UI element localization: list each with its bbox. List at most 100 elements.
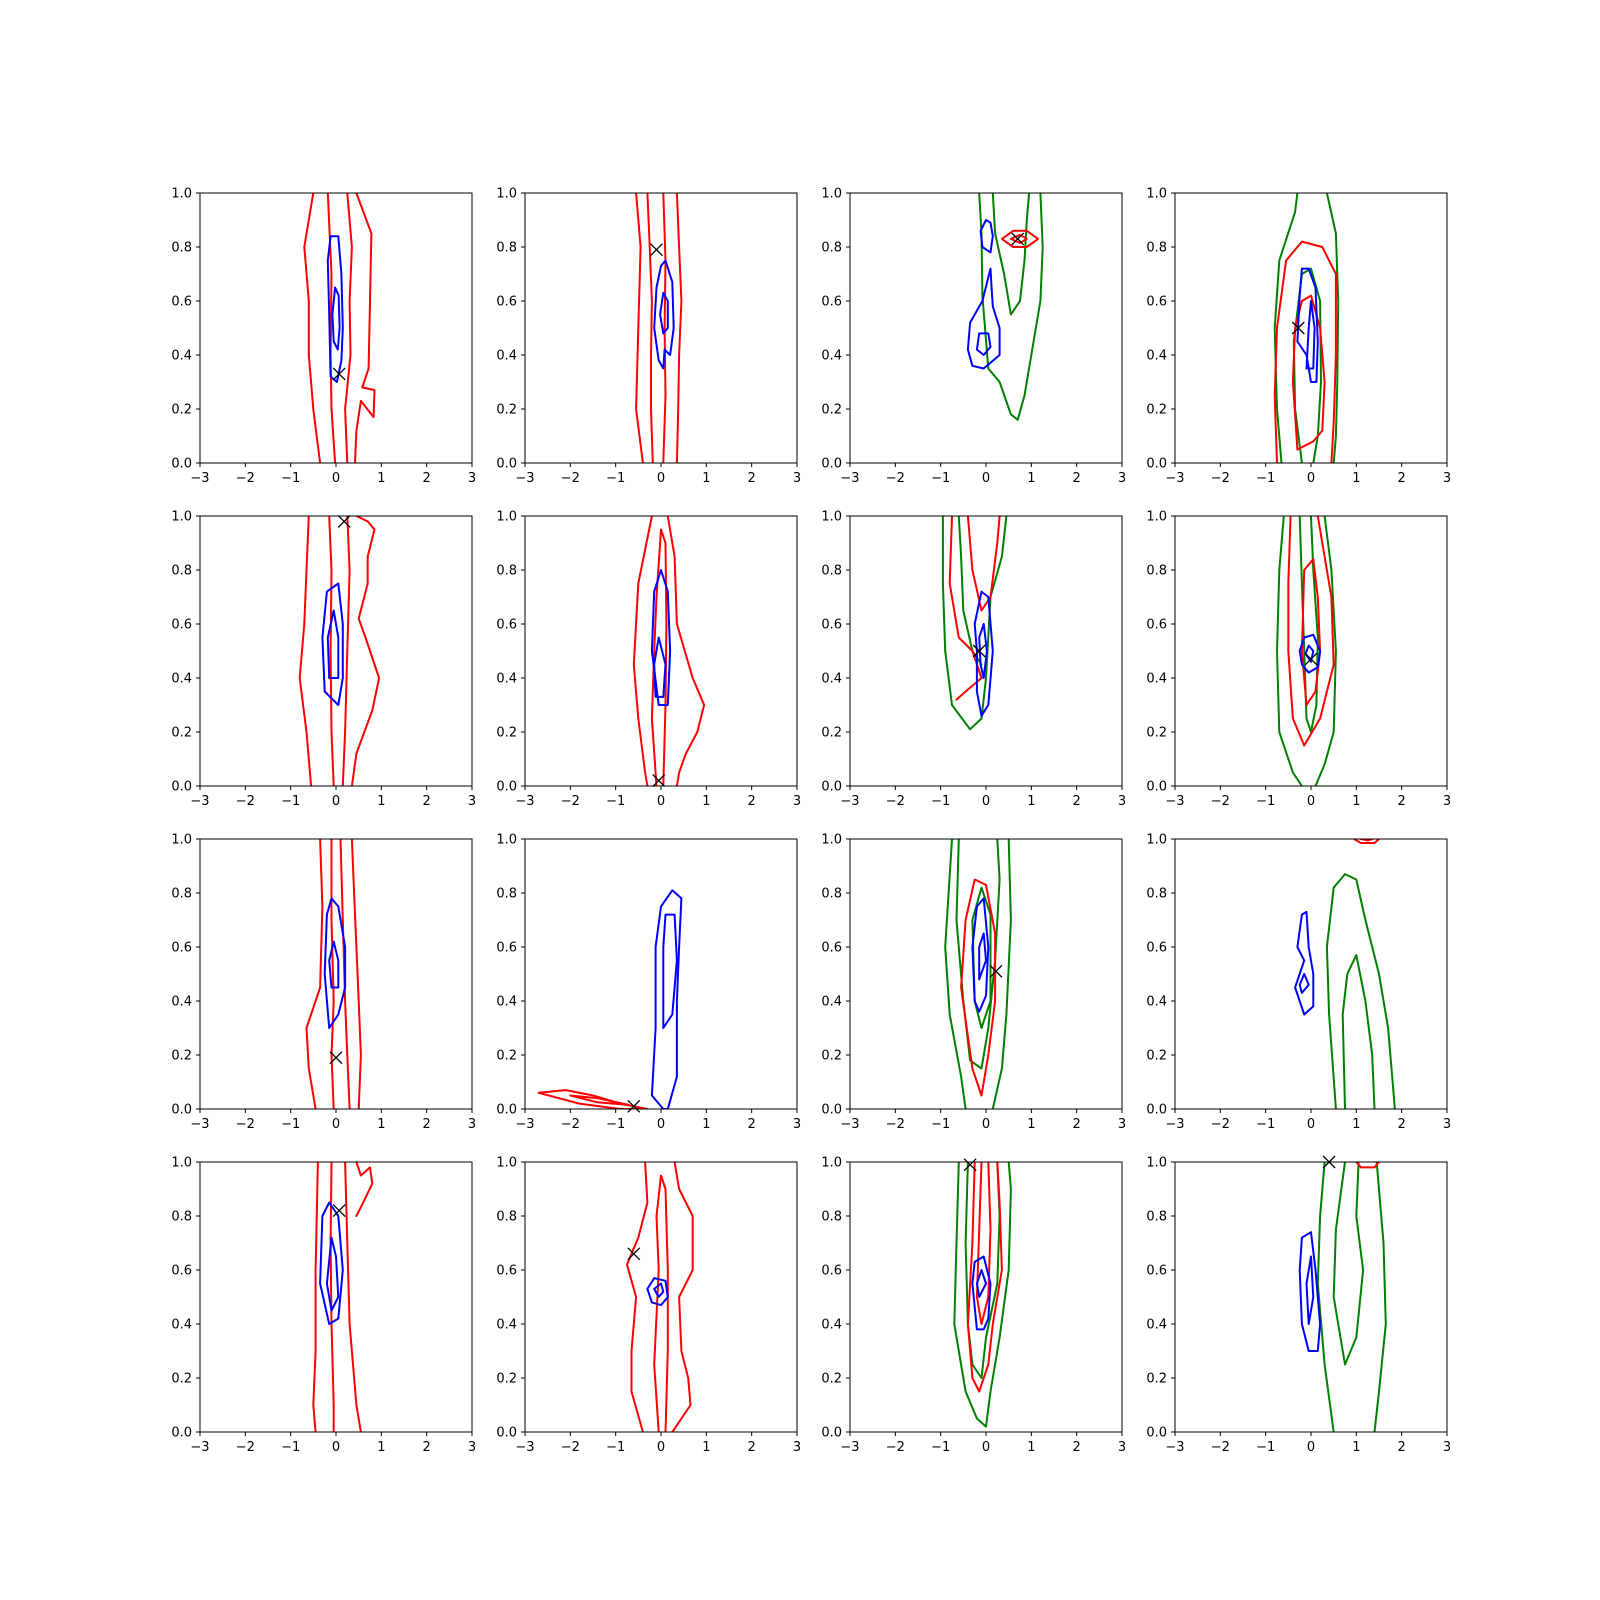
x-tick-label: 1 — [377, 471, 385, 486]
x-tick-label: 2 — [1073, 471, 1081, 486]
y-tick-label: 0.6 — [1146, 618, 1167, 633]
x-tick-label: 0 — [1307, 794, 1315, 809]
x-tick-label: 0 — [657, 794, 665, 809]
y-tick-label: 0.2 — [171, 403, 192, 418]
y-tick-label: 0.8 — [1146, 1210, 1167, 1225]
x-tick-label: 3 — [1443, 1440, 1451, 1455]
x-tick-label: 2 — [1073, 794, 1081, 809]
plot-area — [966, 193, 1044, 421]
axes-frame — [1174, 515, 1448, 787]
axes-frame — [199, 515, 473, 787]
x-tick-label: 3 — [468, 471, 476, 486]
contour-blue-5 — [1298, 1231, 1322, 1352]
y-tick-label: 0.2 — [821, 726, 842, 741]
contour-blue-6 — [1305, 1255, 1315, 1325]
x-tick-label: −3 — [840, 1440, 859, 1455]
subplot-3-4: −3 −2 −1 0 1 2 3 0.0 0.2 0.4 0.6 0.8 1.0 — [1146, 833, 1451, 1133]
contour-green-1 — [1325, 873, 1396, 1109]
x-tick-label: 2 — [423, 471, 431, 486]
contour-blue-6 — [331, 286, 341, 351]
x-marker-stroke — [332, 367, 346, 381]
plot-area — [635, 193, 683, 463]
x-tick-label: 2 — [423, 1117, 431, 1132]
y-tick-label: 1.0 — [1146, 187, 1167, 202]
contour-blue-6 — [1298, 973, 1310, 994]
y-tick-label: 0.2 — [1146, 1372, 1167, 1387]
y-tick-label: 0.2 — [821, 403, 842, 418]
y-tick-label: 0.4 — [821, 349, 842, 364]
y-tick-label: 0.2 — [821, 1049, 842, 1064]
contour-red-3 — [341, 516, 351, 786]
subplot-2-2: −3 −2 −1 0 1 2 3 0.0 0.2 0.4 0.6 0.8 1.0 — [496, 510, 801, 810]
plot-area — [941, 516, 1008, 731]
y-tick-label: 0.4 — [171, 672, 192, 687]
x-tick-label: −2 — [561, 1440, 580, 1455]
plot-area — [1294, 839, 1396, 1109]
y-tick-label: 0.8 — [171, 887, 192, 902]
contour-green-2 — [991, 839, 1012, 1109]
x-tick-label: −2 — [1211, 471, 1230, 486]
x-tick-label: 2 — [748, 1440, 756, 1455]
subplot-3-3: −3 −2 −1 0 1 2 3 0.0 0.2 0.4 0.6 0.8 1.0 — [821, 833, 1126, 1133]
contour-blue-6 — [325, 1236, 340, 1312]
contour-red-1 — [305, 839, 324, 1109]
x-tick-label: 0 — [1307, 1117, 1315, 1132]
x-tick-label: −1 — [931, 1117, 950, 1132]
contour-red-1 — [632, 516, 653, 786]
x-tick-label: 0 — [657, 471, 665, 486]
y-tick-label: 1.0 — [171, 833, 192, 848]
contour-red-2 — [666, 516, 706, 786]
y-tick-label: 0.4 — [1146, 349, 1167, 364]
x-tick-label: 0 — [1307, 1440, 1315, 1455]
x-marker-stroke — [963, 1158, 977, 1172]
y-tick-label: 1.0 — [821, 187, 842, 202]
x-tick-label: 0 — [982, 794, 990, 809]
y-tick-label: 0.0 — [496, 1103, 517, 1118]
y-tick-label: 0.8 — [171, 564, 192, 579]
x-tick-label: −3 — [515, 471, 534, 486]
x-tick-label: 1 — [1027, 1440, 1035, 1455]
y-tick-label: 0.6 — [821, 618, 842, 633]
contour-red-1 — [303, 193, 322, 463]
x-tick-label: −3 — [190, 1440, 209, 1455]
contour-blue-6 — [971, 897, 990, 1013]
x-tick-label: 3 — [1443, 1117, 1451, 1132]
x-tick-label: −2 — [886, 1440, 905, 1455]
contour-red-3 — [653, 1174, 669, 1432]
y-tick-label: 0.2 — [171, 726, 192, 741]
x-tick-label: 3 — [468, 1117, 476, 1132]
contour-blue-6 — [326, 609, 340, 679]
contour-red-3 — [948, 516, 983, 701]
contour-green-1 — [1276, 516, 1303, 786]
y-tick-label: 0.6 — [821, 941, 842, 956]
axes-frame — [1174, 192, 1448, 464]
axes-frame — [524, 515, 798, 787]
x-tick-label: 3 — [793, 1117, 801, 1132]
contour-red-4 — [1287, 516, 1335, 747]
x-tick-label: −1 — [281, 1440, 300, 1455]
y-tick-label: 0.8 — [496, 241, 517, 256]
subplot-2-1: −3 −2 −1 0 1 2 3 0.0 0.2 0.4 0.6 0.8 1.0 — [171, 510, 476, 810]
contour-blue-5 — [979, 219, 994, 254]
y-tick-label: 0.8 — [171, 1210, 192, 1225]
x-tick-label: 0 — [332, 1117, 340, 1132]
y-tick-label: 0.0 — [171, 457, 192, 472]
contour-blue-5 — [319, 1201, 344, 1325]
x-marker-stroke — [1011, 232, 1025, 246]
x-tick-label: 3 — [1118, 471, 1126, 486]
x-tick-label: 1 — [1352, 1440, 1360, 1455]
y-tick-label: 0.8 — [496, 564, 517, 579]
subplot-1-3: −3 −2 −1 0 1 2 3 0.0 0.2 0.4 0.6 0.8 1.0 — [821, 187, 1126, 487]
contour-blue-7 — [1305, 300, 1316, 370]
contour-red-4 — [635, 193, 644, 463]
y-tick-label: 0.8 — [821, 564, 842, 579]
contour-red-3 — [1353, 839, 1380, 844]
y-tick-label: 1.0 — [496, 510, 517, 525]
x-tick-label: 1 — [702, 794, 710, 809]
x-tick-label: 1 — [702, 1117, 710, 1132]
x-tick-label: −3 — [190, 471, 209, 486]
contour-blue-6 — [659, 291, 669, 335]
y-tick-label: 0.2 — [821, 1372, 842, 1387]
x-tick-label: 3 — [793, 471, 801, 486]
x-tick-label: −2 — [236, 1440, 255, 1455]
